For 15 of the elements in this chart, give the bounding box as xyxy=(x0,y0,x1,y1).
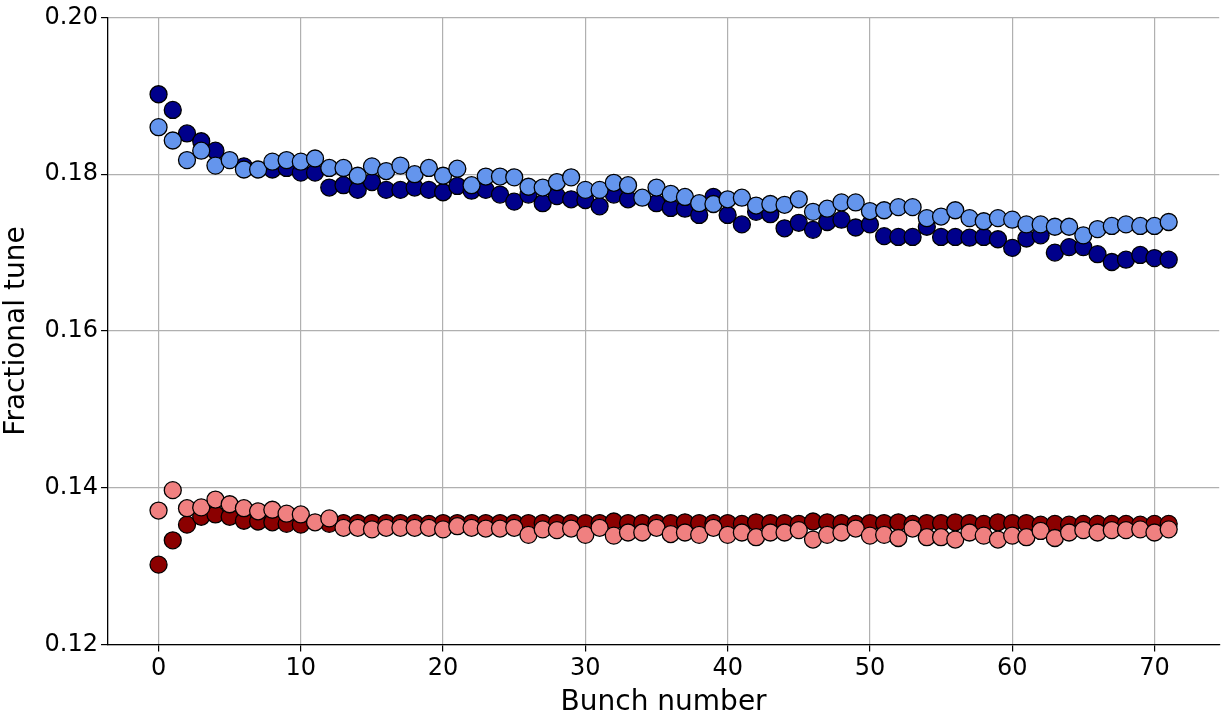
y-tick-label: 0.14 xyxy=(44,472,99,501)
x-tick-label: 10 xyxy=(285,653,317,682)
x-tick-label: 40 xyxy=(712,653,743,682)
x-tick-label: 70 xyxy=(1139,653,1170,682)
y-tick-label: 0.12 xyxy=(44,628,99,657)
x-tick-label: 30 xyxy=(570,653,601,682)
y-tick-label: 0.16 xyxy=(44,315,99,344)
y-tick-label: 0.18 xyxy=(44,158,99,187)
x-axis-title: Bunch number xyxy=(560,684,768,718)
x-tick-label: 0 xyxy=(150,653,167,682)
x-tick-label: 50 xyxy=(854,653,886,682)
y-axis-title: Fractional tune xyxy=(0,226,32,436)
x-tick-label: 20 xyxy=(427,653,459,682)
y-tick-label: 0.20 xyxy=(44,1,99,30)
x-tick-label: 60 xyxy=(996,653,1028,682)
